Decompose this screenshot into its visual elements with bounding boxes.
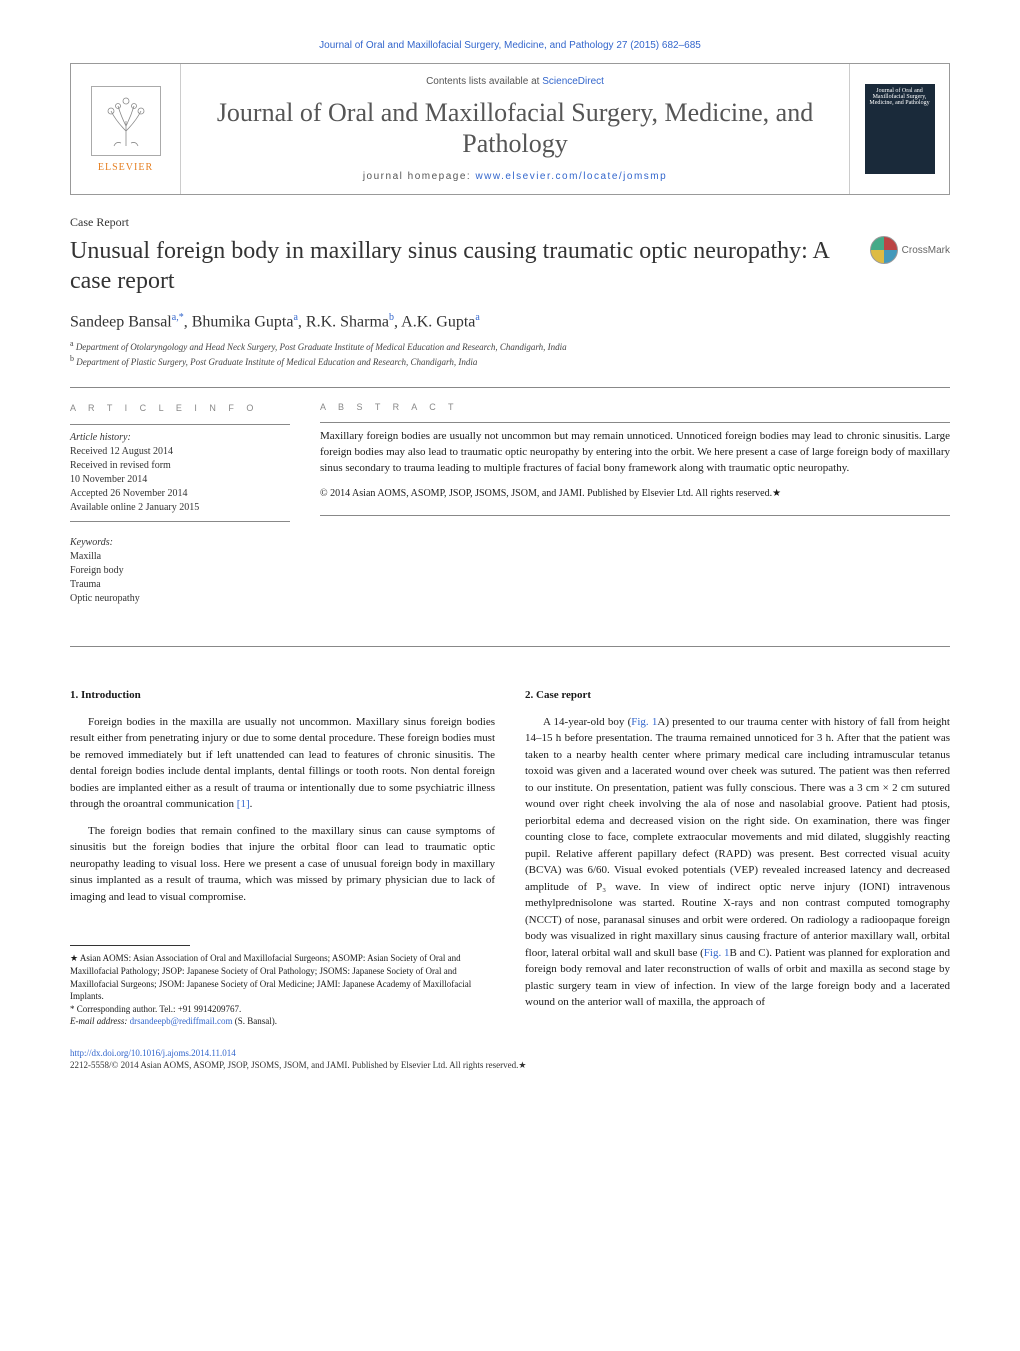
figure-link-1bc[interactable]: Fig. 1 (704, 947, 730, 959)
revised-label: Received in revised form (70, 459, 290, 473)
revised-date: 10 November 2014 (70, 473, 290, 487)
journal-citation-header[interactable]: Journal of Oral and Maxillofacial Surger… (70, 40, 950, 51)
divider (70, 646, 950, 647)
journal-homepage-line: journal homepage: www.elsevier.com/locat… (191, 171, 839, 182)
article-type: Case Report (70, 215, 950, 230)
keyword: Maxilla (70, 550, 290, 564)
journal-cover-thumbnail: Journal of Oral and Maxillofacial Surger… (865, 84, 935, 174)
abstract-divider (320, 422, 950, 423)
masthead: ELSEVIER Contents lists available at Sci… (70, 63, 950, 195)
masthead-center: Contents lists available at ScienceDirec… (181, 64, 849, 194)
abstract-column: A B S T R A C T Maxillary foreign bodies… (320, 402, 950, 607)
accepted-date: Accepted 26 November 2014 (70, 487, 290, 501)
article-info-heading: A R T I C L E I N F O (70, 402, 290, 415)
homepage-prefix: journal homepage: (363, 171, 476, 182)
section-heading-introduction: 1. Introduction (70, 687, 495, 704)
online-date: Available online 2 January 2015 (70, 501, 290, 515)
footnotes-block: ★ Asian AOMS: Asian Association of Oral … (70, 952, 495, 1028)
intro-paragraph-2: The foreign bodies that remain confined … (70, 823, 495, 906)
email-label: E-mail address: (70, 1016, 130, 1026)
keyword: Trauma (70, 578, 290, 592)
contents-prefix: Contents lists available at (426, 76, 542, 87)
email-suffix: (S. Bansal). (233, 1016, 278, 1026)
abstract-bottom-divider (320, 515, 950, 516)
abstract-text: Maxillary foreign bodies are usually not… (320, 429, 950, 477)
keywords-label: Keywords: (70, 536, 290, 550)
footnote-separator (70, 945, 190, 946)
reference-link-1[interactable]: [1] (237, 798, 250, 810)
article-history-label: Article history: (70, 431, 290, 445)
divider (70, 387, 950, 388)
right-column: 2. Case report A 14-year-old boy (Fig. 1… (525, 687, 950, 1028)
elsevier-tree-icon (91, 86, 161, 156)
footnote-societies: ★ Asian AOMS: Asian Association of Oral … (70, 952, 495, 1002)
left-column: 1. Introduction Foreign bodies in the ma… (70, 687, 495, 1028)
figure-link-1a[interactable]: Fig. 1 (631, 716, 657, 728)
crossmark-icon (870, 236, 898, 264)
info-divider (70, 521, 290, 522)
doi-link[interactable]: http://dx.doi.org/10.1016/j.ajoms.2014.1… (70, 1048, 950, 1058)
crossmark-label: CrossMark (902, 245, 950, 256)
abstract-heading: A B S T R A C T (320, 402, 950, 412)
crossmark-badge[interactable]: CrossMark (870, 236, 950, 264)
intro-paragraph-1: Foreign bodies in the maxilla are usuall… (70, 714, 495, 813)
contents-lists-line: Contents lists available at ScienceDirec… (191, 76, 839, 87)
affiliation: a Department of Otolaryngology and Head … (70, 338, 950, 354)
info-divider (70, 424, 290, 425)
keyword: Optic neuropathy (70, 592, 290, 606)
case-paragraph-1: A 14-year-old boy (Fig. 1A) presented to… (525, 714, 950, 1011)
footnote-corresponding: * Corresponding author. Tel.: +91 991420… (70, 1003, 495, 1016)
affiliation: b Department of Plastic Surgery, Post Gr… (70, 353, 950, 369)
received-date: Received 12 August 2014 (70, 445, 290, 459)
article-title: Unusual foreign body in maxillary sinus … (70, 236, 850, 296)
keyword: Foreign body (70, 564, 290, 578)
section-heading-case-report: 2. Case report (525, 687, 950, 704)
homepage-link[interactable]: www.elsevier.com/locate/jomsmp (475, 171, 667, 182)
journal-cover-block[interactable]: Journal of Oral and Maxillofacial Surger… (849, 64, 949, 194)
footnote-email: E-mail address: drsandeepb@rediffmail.co… (70, 1015, 495, 1028)
bottom-copyright: 2212-5558/© 2014 Asian AOMS, ASOMP, JSOP… (70, 1060, 950, 1071)
article-info-column: A R T I C L E I N F O Article history: R… (70, 402, 290, 607)
corresponding-email-link[interactable]: drsandeepb@rediffmail.com (130, 1016, 233, 1026)
authors-line: Sandeep Bansala,*, Bhumika Guptaa, R.K. … (70, 312, 950, 331)
abstract-copyright: © 2014 Asian AOMS, ASOMP, JSOP, JSOMS, J… (320, 487, 950, 501)
elsevier-label: ELSEVIER (98, 162, 153, 173)
elsevier-logo-block[interactable]: ELSEVIER (71, 64, 181, 194)
journal-title: Journal of Oral and Maxillofacial Surger… (191, 97, 839, 159)
sciencedirect-link[interactable]: ScienceDirect (542, 76, 604, 87)
affiliations: a Department of Otolaryngology and Head … (70, 338, 950, 369)
